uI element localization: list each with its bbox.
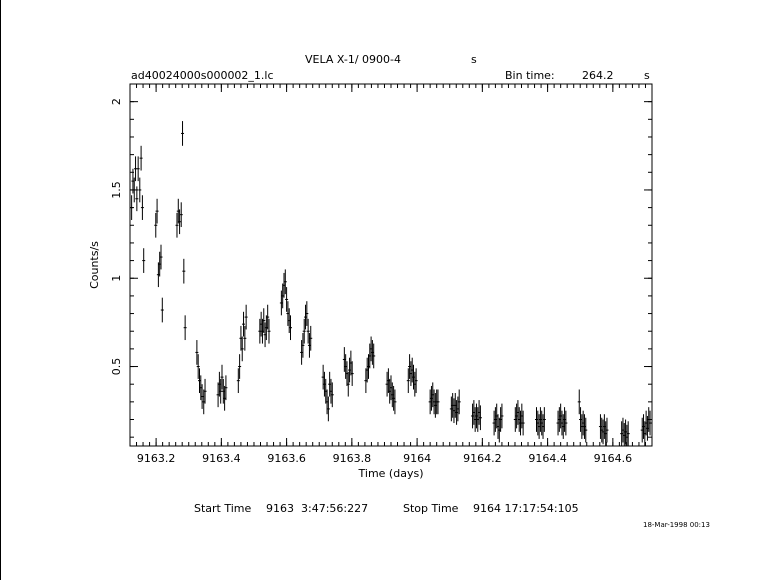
data-point (330, 382, 334, 408)
data-point (577, 389, 581, 415)
data-point (200, 384, 204, 409)
data-point (139, 145, 143, 171)
stop-time-value: 9164 17:17:54:105 (473, 502, 579, 515)
data-point (160, 297, 164, 323)
data-point (224, 375, 228, 401)
data-point (346, 371, 350, 397)
plot-title-unit: s (471, 53, 477, 66)
data-point (219, 378, 223, 404)
data-point (584, 417, 588, 443)
data-point (136, 156, 140, 182)
x-tick-label: 9163.6 (267, 452, 306, 465)
data-point (266, 304, 270, 330)
data-point (372, 343, 376, 369)
data-point (406, 368, 410, 394)
data-point (178, 209, 182, 235)
data-point (244, 304, 248, 330)
start-time-label: Start Time (194, 502, 252, 515)
data-point (132, 177, 136, 203)
y-tick-label: 1.5 (110, 181, 123, 199)
bin-time-unit: s (644, 69, 650, 82)
data-point (135, 186, 139, 212)
lightcurve-filename: ad40024000s000002_1.lc (131, 69, 274, 82)
data-point (605, 417, 609, 443)
data-point (267, 318, 271, 344)
x-axis-label: Time (days) (358, 467, 424, 480)
data-point (457, 389, 461, 415)
data-point (648, 410, 652, 436)
data-point (134, 156, 138, 182)
plot-timestamp: 18-Mar-1998 00:13 (643, 521, 710, 529)
data-point (306, 318, 310, 344)
axis-ticks (130, 83, 653, 446)
plot-title: VELA X-1/ 0900-4 (305, 53, 401, 66)
data-point (236, 368, 240, 394)
x-tick-label: 9163.2 (137, 452, 176, 465)
data-point (301, 332, 305, 358)
tick-labels: 9163.2 9163.4 9163.6 9163.8 9164 9164.2 9164.4… (110, 98, 632, 465)
data-point (195, 340, 199, 365)
data-point (521, 410, 525, 436)
x-tick-label: 9164 (403, 452, 431, 465)
start-time-value: 9163 3:47:56:227 (266, 502, 369, 515)
data-point (262, 308, 266, 333)
data-point (350, 361, 354, 386)
data-point (154, 212, 158, 238)
data-point (436, 389, 440, 415)
data-point (478, 405, 482, 431)
data-point (289, 315, 293, 341)
data-point (542, 407, 546, 432)
y-tick-label: 2 (110, 98, 123, 105)
data-point (175, 212, 179, 238)
data-point (242, 311, 246, 337)
data-point (183, 315, 187, 341)
data-point (181, 121, 185, 146)
x-tick-label: 9164.4 (528, 452, 567, 465)
data-point (414, 368, 418, 394)
bin-time-value: 264.2 (582, 69, 614, 82)
data-point (309, 325, 313, 351)
data-point (220, 364, 224, 390)
x-tick-label: 9164.6 (594, 452, 633, 465)
data-point (500, 403, 504, 429)
data-point (283, 269, 287, 295)
data-point (238, 354, 242, 379)
data-point (285, 287, 289, 312)
data-point (203, 378, 207, 404)
data-point (138, 177, 142, 203)
data-point (564, 410, 568, 436)
data-point (196, 354, 200, 379)
data-point (155, 198, 159, 224)
y-tick-label: 0.5 (110, 358, 123, 376)
data-point (302, 318, 306, 344)
data-point (626, 421, 630, 446)
window-left-edge (0, 0, 1, 580)
stop-time-label: Stop Time (403, 502, 459, 515)
x-tick-label: 9163.8 (333, 452, 372, 465)
bin-time-label: Bin time: (505, 69, 555, 82)
data-point (305, 301, 309, 326)
y-tick-label: 1 (110, 275, 123, 282)
y-axis-label: Counts/s (88, 241, 101, 289)
data-point (326, 396, 330, 422)
data-point (140, 195, 144, 220)
x-tick-label: 9164.2 (463, 452, 502, 465)
x-tick-label: 9163.4 (202, 452, 241, 465)
data-points (130, 121, 652, 446)
data-point (182, 258, 186, 284)
data-point (393, 389, 397, 415)
data-point (243, 325, 247, 351)
data-point (159, 244, 163, 270)
data-point (142, 248, 146, 273)
data-point (130, 195, 134, 220)
data-point (179, 202, 183, 228)
data-point (240, 336, 244, 362)
